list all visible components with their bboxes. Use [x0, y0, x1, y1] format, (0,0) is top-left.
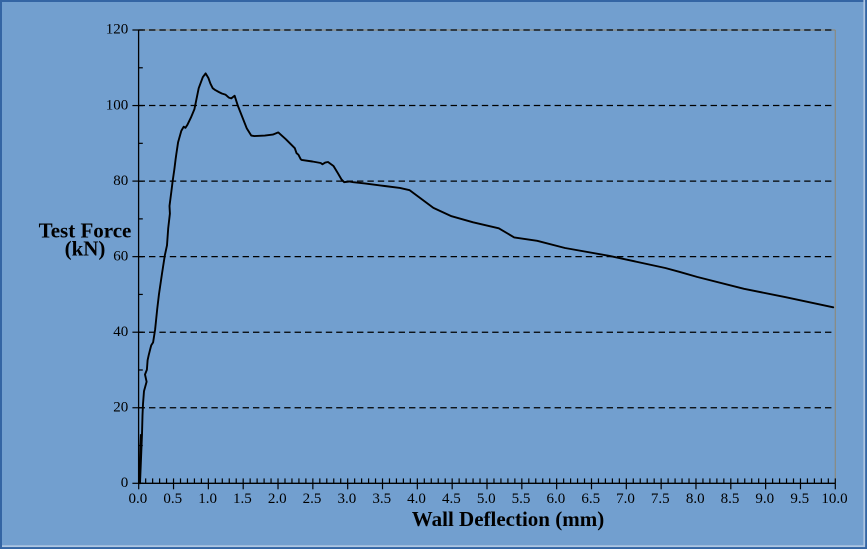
svg-text:80: 80	[113, 173, 128, 189]
svg-text:5.0: 5.0	[477, 491, 496, 507]
svg-text:2.0: 2.0	[268, 491, 287, 507]
svg-text:4.5: 4.5	[442, 491, 461, 507]
svg-text:120: 120	[106, 22, 129, 38]
svg-text:0: 0	[121, 475, 129, 491]
svg-text:4.0: 4.0	[407, 491, 426, 507]
svg-text:20: 20	[113, 399, 128, 415]
svg-text:3.0: 3.0	[338, 491, 357, 507]
svg-text:6.0: 6.0	[547, 491, 566, 507]
svg-text:0.5: 0.5	[163, 491, 182, 507]
svg-text:3.5: 3.5	[372, 491, 391, 507]
svg-text:0.0: 0.0	[129, 491, 148, 507]
svg-text:7.0: 7.0	[616, 491, 635, 507]
svg-text:8.5: 8.5	[721, 491, 740, 507]
svg-text:Test Force: Test Force	[39, 219, 132, 243]
svg-text:5.5: 5.5	[512, 491, 531, 507]
svg-text:6.5: 6.5	[581, 491, 600, 507]
svg-text:Wall Deflection (mm): Wall Deflection (mm)	[412, 507, 604, 531]
svg-text:40: 40	[113, 324, 128, 340]
svg-text:1.5: 1.5	[233, 491, 252, 507]
svg-text:8.0: 8.0	[686, 491, 705, 507]
svg-text:60: 60	[113, 248, 128, 264]
svg-text:9.5: 9.5	[790, 491, 809, 507]
svg-text:10.0: 10.0	[821, 491, 847, 507]
svg-text:7.5: 7.5	[651, 491, 670, 507]
svg-text:2.5: 2.5	[303, 491, 322, 507]
svg-text:(kN): (kN)	[65, 237, 106, 261]
svg-text:1.0: 1.0	[198, 491, 217, 507]
svg-text:9.0: 9.0	[755, 491, 774, 507]
svg-text:100: 100	[106, 97, 129, 113]
